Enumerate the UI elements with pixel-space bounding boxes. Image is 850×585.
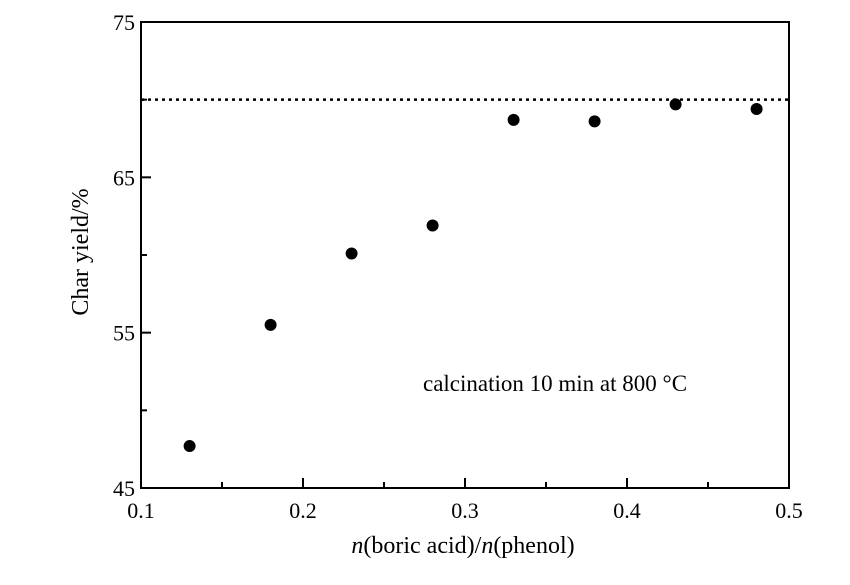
data-point — [426, 219, 439, 232]
y-tick-label: 65 — [113, 165, 135, 190]
x-tick-label: 0.1 — [127, 498, 155, 523]
data-point — [507, 113, 520, 126]
y-tick-label: 75 — [113, 10, 135, 35]
x-axis-title-mid: (boric acid)/ — [363, 533, 481, 559]
data-point — [750, 102, 763, 115]
y-axis-title: Char yield/% — [68, 188, 94, 315]
data-point — [345, 247, 358, 260]
x-axis-title-end: (phenol) — [493, 533, 574, 559]
x-tick-label: 0.4 — [613, 498, 641, 523]
annotation-text: calcination 10 min at 800 °C — [423, 371, 687, 396]
y-tick-label: 45 — [113, 476, 135, 501]
x-axis-title: n(boric acid)/n(phenol) — [351, 533, 574, 559]
y-tick-label: 55 — [113, 321, 135, 346]
x-tick-label: 0.2 — [289, 498, 317, 523]
data-point — [264, 318, 277, 331]
x-axis-title-italic-n2: n — [481, 533, 493, 559]
data-point — [183, 440, 196, 453]
x-tick-label: 0.5 — [775, 498, 803, 523]
x-tick-labels: 0.1 0.2 0.3 0.4 0.5 — [127, 498, 803, 523]
plot-frame — [140, 21, 790, 489]
axis-ticks — [140, 21, 790, 489]
data-point — [588, 115, 601, 128]
axes-frame — [140, 21, 790, 489]
y-tick-labels: 45 55 65 75 — [113, 10, 135, 501]
x-tick-label: 0.3 — [451, 498, 479, 523]
x-axis-title-italic-n1: n — [351, 533, 363, 559]
data-points — [183, 98, 763, 453]
data-point — [669, 98, 682, 111]
